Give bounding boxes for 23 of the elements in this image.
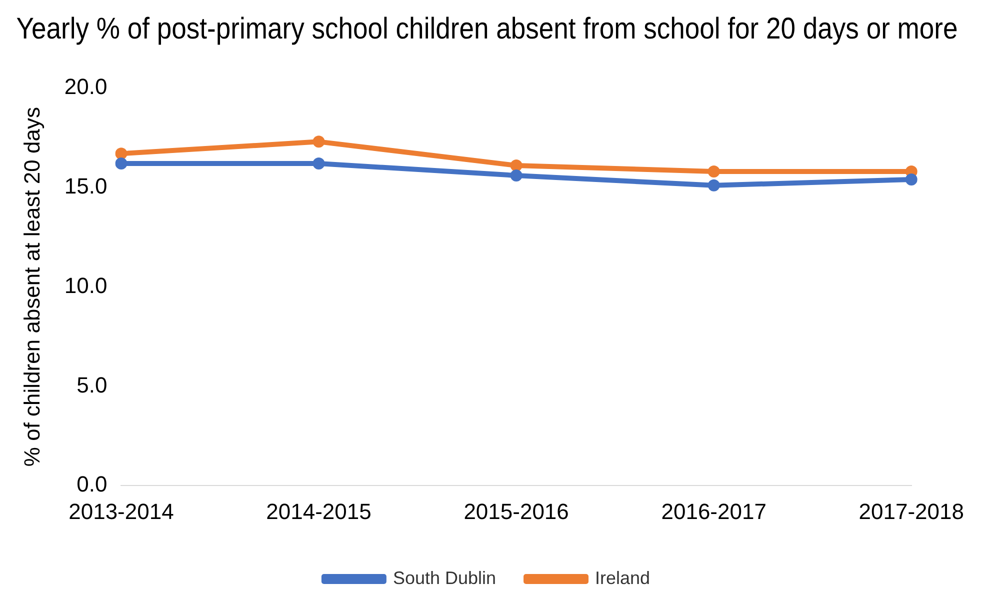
chart-title: Yearly % of post-primary school children absent from school for 20 days or more xyxy=(16,12,958,46)
y-tick-label: 20.0 xyxy=(64,74,108,100)
point xyxy=(115,148,128,160)
legend-label: South Dublin xyxy=(392,568,496,588)
point xyxy=(708,179,720,192)
point xyxy=(905,173,918,186)
x-tick-label: 2017-2018 xyxy=(858,498,964,524)
y-tick-label: 0.0 xyxy=(76,472,108,497)
point xyxy=(708,165,720,178)
legend-label: Ireland xyxy=(595,568,650,588)
point xyxy=(510,169,522,182)
y-axis-title: % of children absent at least 20 days xyxy=(19,107,44,467)
x-tick-label: 2013-2014 xyxy=(68,498,174,524)
x-tick-label: 2016-2017 xyxy=(661,498,766,524)
x-tick-label: 2015-2016 xyxy=(464,498,569,524)
y-tick-label: 5.0 xyxy=(76,372,108,398)
point xyxy=(510,160,522,172)
y-tick-label: 10.0 xyxy=(64,272,108,298)
x-tick-label: 2014-2015 xyxy=(266,498,372,524)
point xyxy=(115,158,128,170)
point xyxy=(312,158,325,170)
y-tick-label: 15.0 xyxy=(64,173,108,198)
point xyxy=(312,136,325,148)
